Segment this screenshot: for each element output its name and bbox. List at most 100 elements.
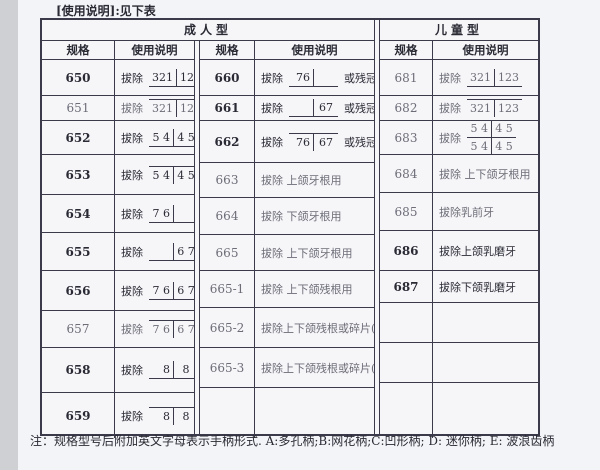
usage-text: 拔除 上下颌残根用 [261, 283, 353, 296]
spec-cell [200, 388, 255, 438]
usage-prefix: 拔除 [121, 284, 143, 298]
usage-prefix: 拔除 [121, 409, 143, 423]
group-divider [374, 20, 380, 434]
tooth-left-quadrant: 8 [149, 361, 174, 378]
spec-cell: 654 [42, 195, 115, 232]
table-row: 659 拔除 8 8 [42, 393, 194, 438]
group-header-adult: 成人型 [42, 20, 374, 41]
usage-prefix: 拔除 [121, 71, 143, 85]
tooth-left-quadrant: 5 4 [467, 121, 492, 137]
usage-prefix: 拔除 [121, 364, 143, 377]
tooth-left-quadrant: 76 [289, 133, 314, 151]
usage-text: 拔除乳前牙 [439, 205, 494, 219]
usage-cell: 拔除 76 或残冠 [255, 60, 374, 95]
spec-cell: 659 [42, 393, 115, 438]
table-row: 662 拔除 76 67 或残冠 [200, 121, 374, 163]
spec-cell: 683 [380, 121, 433, 154]
table-row: 685 拔除乳前牙 [380, 193, 538, 231]
usage-cell: 拔除 67 或残冠 [255, 96, 374, 120]
spec-cell: 686 [380, 231, 433, 270]
usage-text: 拔除上下颌残根或碎片(弯头 [261, 321, 374, 335]
spec-cell: 662 [200, 121, 255, 162]
usage-cell: 拔除 上下颌牙根用 [433, 155, 538, 192]
header-usage: 使用说明 [291, 42, 338, 57]
tooth-left-quadrant [149, 242, 174, 260]
usage-text: 拔除 下颌牙根用 [261, 210, 342, 223]
tooth-left-quadrant: 5 4 [149, 128, 174, 146]
usage-cell: 拔除 下颌牙根用 [255, 198, 374, 234]
usage-cell: 拔除上颌乳磨牙 [433, 231, 538, 270]
spec-cell: 665-3 [200, 348, 255, 387]
tooth-left-quadrant: 321 [467, 100, 495, 117]
usage-prefix: 拔除 [121, 323, 143, 336]
usage-cell [433, 303, 538, 342]
table-row: 660 拔除 76 或残冠 [200, 60, 374, 96]
table-row: 658 拔除 8 8 [42, 348, 194, 393]
spec-cell: 661 [200, 96, 255, 120]
usage-text: 拔除 上下颌牙根用 [439, 167, 531, 181]
usage-prefix: 拔除 [121, 207, 143, 221]
tooth-right-quadrant: 123 [180, 70, 194, 84]
tooth-right-quadrant: 123 [180, 102, 194, 115]
tooth-notation: 76 67 [289, 132, 338, 151]
table-row [380, 343, 538, 383]
adult-column-2: 规格 使用说明 660 拔除 76 或残冠 661 拔除 67 或残冠 662 拔除 76 67 或残冠 66… [200, 40, 374, 438]
table-row: 686 拔除上颌乳磨牙 [380, 231, 538, 271]
usage-cell: 拔除上下颌残根或碎片(弯头 [255, 308, 374, 347]
intro-text: [使用说明]:见下表 [56, 4, 156, 18]
usage-cell: 拔除下颌乳磨牙 [433, 271, 538, 302]
column-header-row: 规格 使用说明 [42, 40, 194, 60]
usage-cell: 拔除乳前牙 [433, 193, 538, 230]
table-row [200, 388, 374, 438]
usage-cell: 拔除 6 7 [115, 233, 194, 270]
usage-suffix: 或残冠 [344, 102, 374, 115]
spec-cell: 665-1 [200, 271, 255, 307]
group-header-child: 儿童型 [380, 20, 538, 41]
tooth-left-quadrant: 7 6 [149, 321, 174, 338]
usage-prefix: 拔除 [261, 135, 283, 149]
usage-cell [433, 343, 538, 382]
forceps-spec-table: 成人型 儿童型 规格使用说明650拔除321123651拔除321123652拔… [40, 18, 540, 438]
tooth-right-quadrant: 6 7 [177, 283, 194, 297]
spec-cell: 651 [42, 96, 115, 120]
usage-prefix: 拔除 [439, 131, 461, 145]
usage-cell: 拔除 7 6 [115, 195, 194, 232]
spec-cell: 687 [380, 271, 433, 302]
usage-prefix: 拔除 [261, 102, 283, 115]
tooth-left-quadrant: 321 [149, 100, 177, 117]
usage-prefix: 拔除 [439, 102, 461, 115]
tooth-right-quadrant [174, 205, 194, 222]
spec-cell: 682 [380, 96, 433, 120]
column-header-row: 规格 使用说明 [200, 40, 374, 60]
tooth-left-quadrant: 321 [149, 68, 177, 86]
spec-cell: 655 [42, 233, 115, 270]
usage-text: 拔除上颌乳磨牙 [439, 244, 516, 258]
tooth-right-quadrant: 6 7 [177, 323, 194, 336]
usage-text: 拔除 上颌牙根用 [261, 174, 342, 187]
table-row: 665-2 拔除上下颌残根或碎片(弯头 [200, 308, 374, 348]
tooth-left-quadrant: 76 [289, 68, 314, 86]
tooth-right-quadrant: 123 [498, 102, 519, 115]
table-row: 664 拔除 下颌牙根用 [200, 198, 374, 235]
spec-cell: 657 [42, 311, 115, 347]
usage-prefix: 拔除 [439, 71, 461, 85]
usage-text: 拔除下颌乳磨牙 [439, 280, 516, 294]
table-row: 663 拔除 上颌牙根用 [200, 163, 374, 198]
tooth-right-quadrant: 123 [498, 70, 519, 84]
tooth-left-quadrant: 7 6 [149, 204, 174, 222]
